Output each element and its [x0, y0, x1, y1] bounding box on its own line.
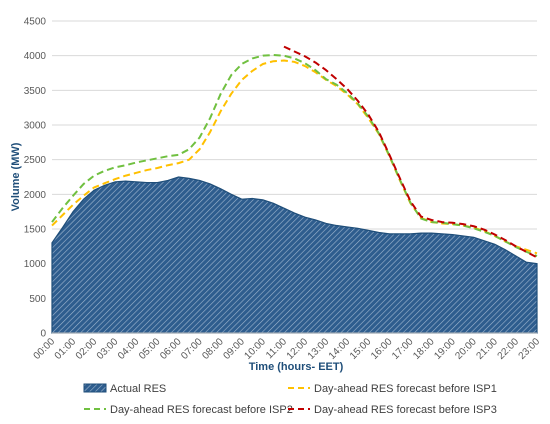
x-tick-label: 03:00 [95, 336, 121, 362]
x-tick-label: 16:00 [369, 336, 395, 362]
y-tick-label: 4000 [24, 51, 47, 62]
y-tick-label: 2500 [24, 155, 47, 166]
x-tick-label: 23:00 [517, 336, 543, 362]
y-tick-label: 500 [29, 294, 46, 305]
legend-label: Day-ahead RES forecast before ISP1 [314, 383, 497, 395]
x-axis-title: Time (hours- EET) [249, 361, 344, 373]
y-tick-label: 4500 [24, 17, 47, 28]
x-tick-label: 18:00 [411, 336, 437, 362]
x-tick-label: 10:00 [243, 336, 269, 362]
legend-swatch [83, 383, 107, 393]
x-tick-label: 07:00 [179, 336, 205, 362]
y-tick-label: 3500 [24, 86, 47, 97]
series-line-day-ahead-res-forecast-before-isp3 [283, 45, 538, 259]
x-tick-label: 06:00 [158, 336, 184, 362]
x-tick-label: 04:00 [116, 336, 142, 362]
legend-label: Day-ahead RES forecast before ISP3 [314, 404, 497, 416]
x-tick-label: 13:00 [306, 336, 332, 362]
y-tick-label: 2000 [24, 190, 47, 201]
x-tick-label: 00:00 [32, 336, 58, 362]
x-tick-label: 08:00 [200, 336, 226, 362]
y-tick-label: 1000 [24, 259, 47, 270]
y-axis-title: Volume (MW) [10, 142, 22, 211]
legend-label: Day-ahead RES forecast before ISP2 [110, 404, 293, 416]
x-tick-label: 21:00 [474, 336, 500, 362]
x-tick-label: 11:00 [264, 336, 289, 361]
legend-label: Actual RES [110, 383, 166, 395]
x-tick-label: 22:00 [496, 336, 522, 362]
y-tick-label: 1500 [24, 225, 47, 236]
x-tick-label: 15:00 [348, 336, 374, 362]
y-tick-label: 0 [40, 329, 46, 340]
x-tick-label: 05:00 [137, 336, 163, 362]
series-area-actual-res [51, 176, 538, 334]
series-line-day-ahead-res-forecast-before-isp2 [51, 53, 538, 257]
x-tick-label: 19:00 [432, 336, 458, 362]
x-tick-label: 14:00 [327, 336, 353, 362]
x-tick-label: 17:00 [390, 336, 416, 362]
x-tick-label: 09:00 [221, 336, 247, 362]
y-tick-label: 3000 [24, 121, 47, 132]
x-tick-label: 02:00 [74, 336, 100, 362]
x-tick-label: 12:00 [285, 336, 311, 362]
x-tick-label: 01:00 [53, 336, 79, 362]
x-tick-label: 20:00 [453, 336, 479, 362]
